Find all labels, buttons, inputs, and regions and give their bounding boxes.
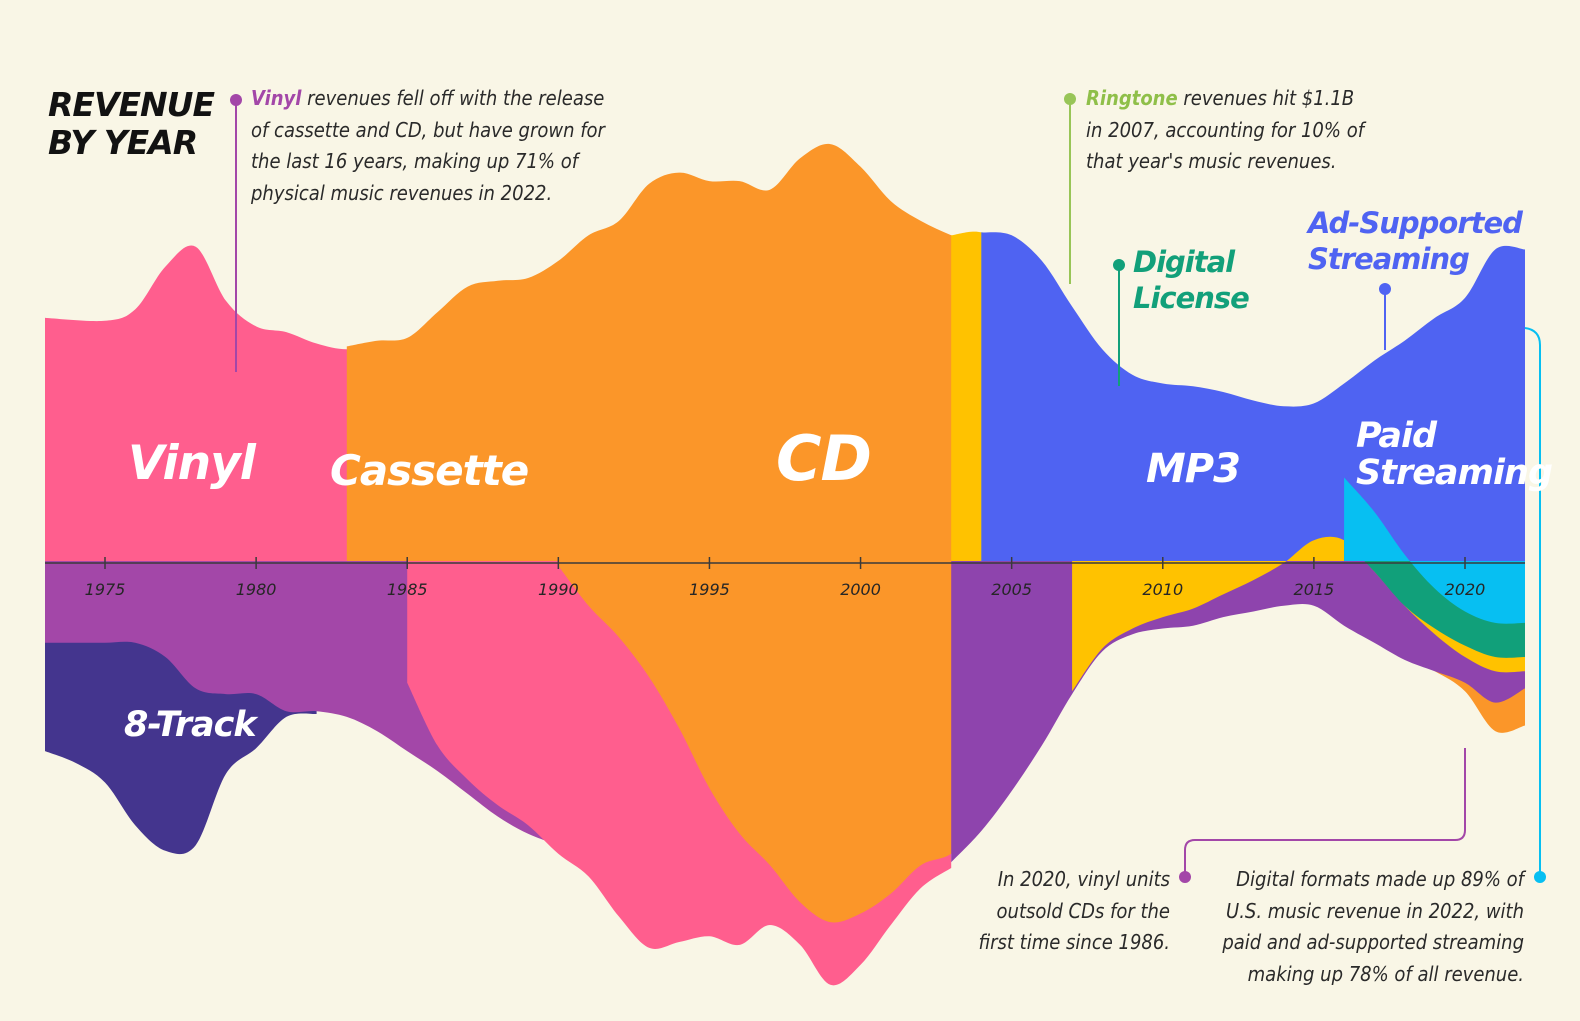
ringtone-annotation: Ringtone revenues hit $1.1B in 2007, acc… (1086, 83, 1371, 178)
x-axis: 1975 1980 1985 1990 1995 2000 2005 2010 2015 2020 (45, 557, 1525, 599)
annotation-leaders (230, 93, 1546, 883)
x-tick-label-2015: 2015 (1294, 580, 1335, 599)
vinyl-label: Vinyl (128, 436, 256, 491)
digital-2022-leader-dot (1534, 871, 1546, 883)
cd-label: CD (776, 422, 872, 495)
bottom-area-cd (558, 561, 1525, 923)
cassette-label: Cassette (330, 446, 529, 495)
x-tick-label-1980: 1980 (236, 580, 277, 599)
vinyl-annotation: Vinyl revenues fell off with the release… (251, 83, 611, 209)
title-line-2: BY YEAR (48, 123, 198, 162)
chart-title: REVENUE BY YEAR (48, 85, 215, 162)
x-tick-label-1975: 1975 (85, 580, 126, 599)
x-tick-label-2005: 2005 (991, 580, 1032, 599)
vinyl-2020-leader-line (1184, 748, 1466, 876)
digital-license-label: Digital License (1133, 245, 1250, 315)
vinyl-annotation-text: revenues fell off with the release of ca… (251, 86, 605, 205)
x-tick-label-2020: 2020 (1445, 580, 1486, 599)
digital-license-leader-dot (1113, 259, 1125, 271)
x-tick-label-1990: 1990 (538, 580, 579, 599)
vinyl-2020-leader-dot (1179, 871, 1191, 883)
bottom-area-paid-streaming (1344, 477, 1525, 624)
ringtone-annotation-text: revenues hit $1.1B in 2007, accounting f… (1086, 86, 1365, 173)
digital-2022-annotation: Digital formats made up 89% of U.S. musi… (1222, 867, 1524, 986)
title-line-1: REVENUE (48, 85, 215, 124)
x-tick-label-2000: 2000 (840, 580, 881, 599)
stream-layers (45, 143, 1525, 986)
ad-supported-leader-dot (1379, 283, 1391, 295)
paid-streaming-label: Paid Streaming (1356, 416, 1553, 493)
ringtone-leader-dot (1064, 93, 1076, 105)
vinyl-2020-annotation: In 2020, vinyl units outsold CDs for the… (978, 867, 1170, 954)
x-tick-label-1985: 1985 (387, 580, 428, 599)
vinyl-annotation-highlight: Vinyl (251, 86, 302, 110)
ringtone-annotation-highlight: Ringtone (1086, 86, 1178, 110)
mp3-label: MP3 (1146, 446, 1241, 492)
x-tick-label-1995: 1995 (689, 580, 730, 599)
x-tick-label-2010: 2010 (1142, 580, 1183, 599)
top-area-ad-supported-streaming (981, 232, 1525, 566)
vinyl-leader-dot (230, 94, 242, 106)
ad-supported-streaming-label: Ad-Supported Streaming (1308, 206, 1523, 276)
eight-track-label: 8-Track (124, 705, 257, 745)
digital-2022-leader-line (1524, 327, 1541, 877)
